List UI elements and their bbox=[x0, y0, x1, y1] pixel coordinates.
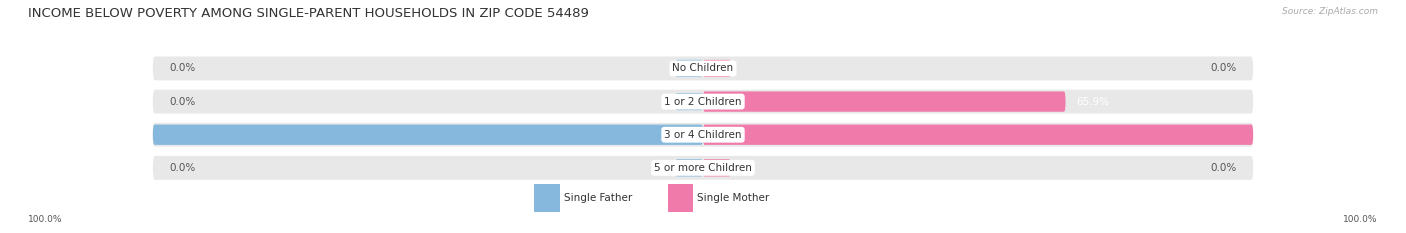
FancyBboxPatch shape bbox=[675, 126, 703, 143]
FancyBboxPatch shape bbox=[703, 91, 1066, 112]
FancyBboxPatch shape bbox=[153, 156, 1253, 180]
Text: 100.0%: 100.0% bbox=[103, 130, 142, 140]
Text: 0.0%: 0.0% bbox=[1211, 163, 1237, 173]
Text: 3 or 4 Children: 3 or 4 Children bbox=[664, 130, 742, 140]
Text: 0.0%: 0.0% bbox=[169, 97, 195, 106]
Text: 0.0%: 0.0% bbox=[169, 63, 195, 73]
FancyBboxPatch shape bbox=[703, 126, 731, 143]
FancyBboxPatch shape bbox=[703, 125, 1253, 145]
Text: 100.0%: 100.0% bbox=[1343, 215, 1378, 224]
FancyBboxPatch shape bbox=[153, 123, 1253, 147]
FancyBboxPatch shape bbox=[675, 159, 703, 176]
FancyBboxPatch shape bbox=[703, 60, 731, 77]
Text: No Children: No Children bbox=[672, 63, 734, 73]
FancyBboxPatch shape bbox=[703, 93, 731, 110]
Text: 0.0%: 0.0% bbox=[1211, 63, 1237, 73]
FancyBboxPatch shape bbox=[153, 125, 703, 145]
Text: Single Father: Single Father bbox=[564, 193, 633, 203]
FancyBboxPatch shape bbox=[675, 93, 703, 110]
Text: Single Mother: Single Mother bbox=[697, 193, 769, 203]
Text: 100.0%: 100.0% bbox=[28, 215, 63, 224]
FancyBboxPatch shape bbox=[153, 57, 1253, 80]
Text: 100.0%: 100.0% bbox=[1264, 130, 1303, 140]
Text: Source: ZipAtlas.com: Source: ZipAtlas.com bbox=[1282, 7, 1378, 16]
Text: 0.0%: 0.0% bbox=[169, 163, 195, 173]
FancyBboxPatch shape bbox=[703, 159, 731, 176]
Text: INCOME BELOW POVERTY AMONG SINGLE-PARENT HOUSEHOLDS IN ZIP CODE 54489: INCOME BELOW POVERTY AMONG SINGLE-PARENT… bbox=[28, 7, 589, 20]
FancyBboxPatch shape bbox=[153, 90, 1253, 113]
FancyBboxPatch shape bbox=[675, 60, 703, 77]
Text: 5 or more Children: 5 or more Children bbox=[654, 163, 752, 173]
Text: 1 or 2 Children: 1 or 2 Children bbox=[664, 97, 742, 106]
Text: 65.9%: 65.9% bbox=[1077, 97, 1109, 106]
